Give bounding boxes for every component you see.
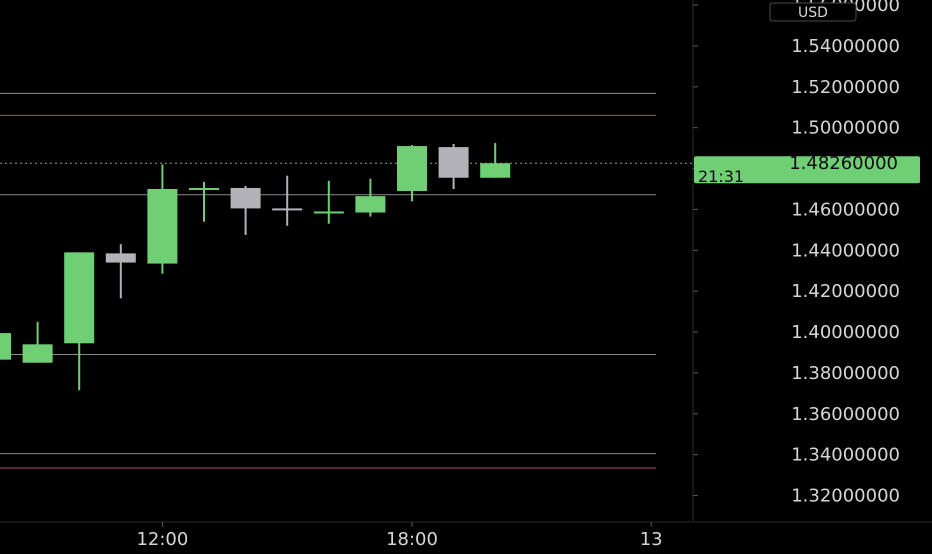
current-price-label: 1.48260000 21:31 [694,153,920,186]
time-tick-label: 18:00 [386,529,438,550]
price-tick-label: 1.34000000 [791,445,900,466]
candle[interactable] [230,185,261,235]
currency-badge[interactable]: USD [769,2,857,22]
price-tick-label: 1.46000000 [791,199,900,220]
candle[interactable] [189,181,219,222]
price-tick-label: 1.42000000 [791,281,900,302]
candle[interactable] [64,252,95,391]
candle[interactable] [397,145,427,202]
time-tick-label: 13 [640,529,663,550]
candle-body [355,196,386,213]
candle-body [22,344,53,363]
price-tick-label: 1.36000000 [791,404,900,425]
candle-body [313,211,344,214]
price-axis[interactable]: 1.560000001.540000001.520000001.50000000… [692,0,920,521]
candles-layer [0,143,511,391]
price-tick-label: 1.40000000 [791,322,900,343]
candle[interactable] [0,333,11,360]
candle[interactable] [313,180,344,224]
candle-body [230,187,261,209]
candle-body [438,147,469,178]
candle-body [272,208,303,211]
candle[interactable] [438,144,469,189]
candle[interactable] [480,143,511,178]
time-axis[interactable]: 12:00 18:00 13 [0,521,932,550]
candle-body [189,187,219,190]
price-tick-label: 1.44000000 [791,240,900,261]
candle-body [397,146,427,192]
price-tick-label: 1.52000000 [791,77,900,98]
currency-badge-box [769,2,857,22]
price-ticks: 1.560000001.540000001.520000001.50000000… [693,0,900,507]
candle[interactable] [355,178,386,217]
candle-body [105,253,136,263]
candle[interactable] [22,321,53,363]
candle-body [64,252,95,344]
price-tick-label: 1.38000000 [791,363,900,384]
price-tick-label: 1.50000000 [791,118,900,139]
current-price-box [694,156,920,184]
candle-body [480,163,511,178]
price-tick-label: 1.32000000 [791,486,900,507]
candle-body [147,188,178,264]
currency-label: USD [798,5,828,21]
time-labels: 12:00 18:00 13 [136,522,663,550]
candle-body [0,333,11,360]
current-price-value: 1.48260000 [789,153,898,174]
time-tick-label: 12:00 [136,529,188,550]
price-tick-label: 1.54000000 [791,36,900,57]
candle[interactable] [105,244,136,299]
horizontal-lines-layer [0,92,693,469]
candle[interactable] [147,164,178,274]
candle[interactable] [272,175,303,226]
countdown-timer: 21:31 [698,167,744,186]
